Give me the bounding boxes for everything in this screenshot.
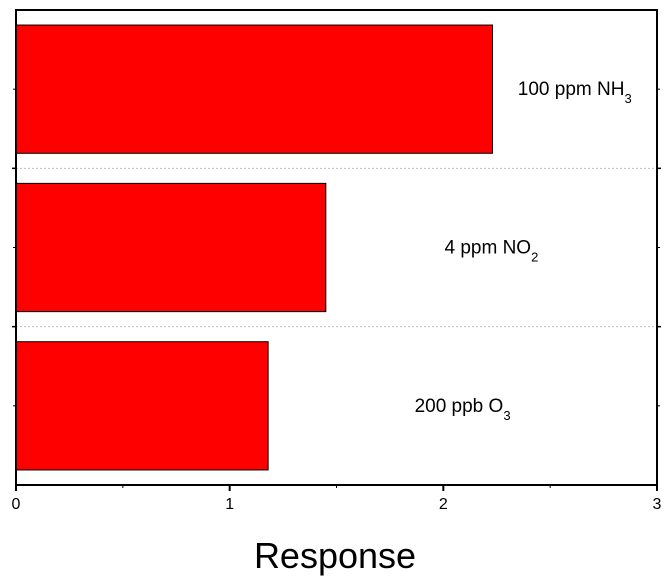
bar-labels-group: 100 ppm NH3 4 ppm NO2 200 ppb O3: [415, 79, 632, 422]
x-tick-label: 3: [653, 496, 662, 513]
bar: [15, 341, 269, 471]
bar-label: 200 ppb O3: [415, 396, 511, 423]
bar-label: 4 ppm NO2: [444, 238, 538, 265]
bar: [15, 182, 327, 313]
x-axis-title: Response: [254, 535, 416, 576]
bar: [15, 24, 493, 154]
axis-ticks: [12, 88, 661, 491]
x-tick-label: 1: [225, 496, 234, 513]
category-separators: [16, 167, 657, 328]
x-tick-labels: 0 1 2 3: [12, 496, 662, 513]
bar-label: 100 ppm NH3: [518, 79, 632, 106]
x-tick-label: 0: [12, 496, 21, 513]
x-tick-label: 2: [439, 496, 448, 513]
